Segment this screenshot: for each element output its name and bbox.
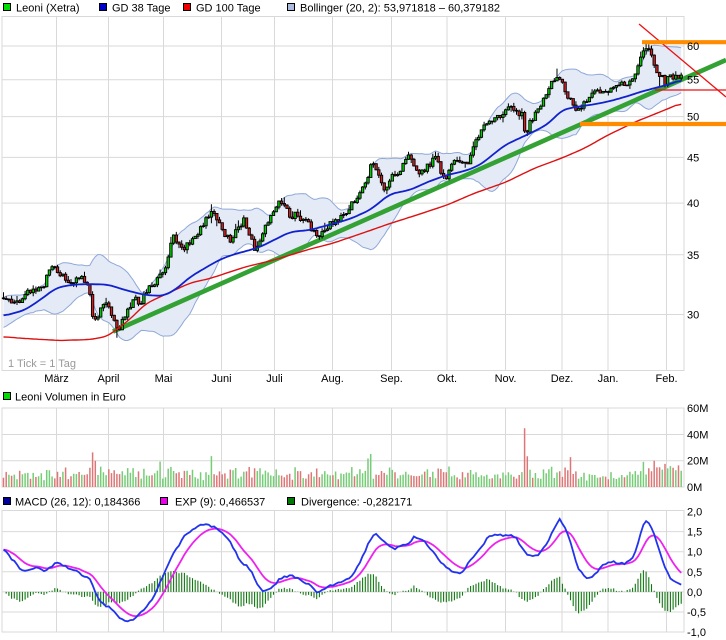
svg-text:40M: 40M: [687, 430, 708, 442]
svg-text:1,5: 1,5: [687, 527, 702, 539]
svg-text:-1,0: -1,0: [687, 627, 706, 639]
svg-text:1 Tick = 1 Tag: 1 Tick = 1 Tag: [8, 358, 76, 370]
svg-text:Juli: Juli: [266, 373, 283, 385]
svg-text:1,0: 1,0: [687, 547, 702, 559]
svg-text:April: April: [97, 373, 119, 385]
svg-text:MACD (26, 12): 0,184366: MACD (26, 12): 0,184366: [15, 497, 140, 509]
svg-text:Jan.: Jan.: [598, 373, 619, 385]
svg-text:0,0: 0,0: [687, 587, 702, 599]
svg-text:Okt.: Okt.: [437, 373, 457, 385]
svg-text:Feb.: Feb.: [655, 373, 677, 385]
svg-text:50: 50: [687, 112, 699, 124]
svg-text:30: 30: [687, 310, 699, 322]
svg-text:60: 60: [687, 41, 699, 53]
svg-text:Mai: Mai: [155, 373, 173, 385]
svg-text:2,0: 2,0: [687, 507, 702, 519]
svg-text:Bollinger (20, 2): 53,971818 –: Bollinger (20, 2): 53,971818 – 60,379182: [300, 3, 500, 15]
svg-text:0M: 0M: [687, 482, 702, 494]
svg-text:55: 55: [687, 75, 699, 87]
svg-text:Leoni Volumen in Euro: Leoni Volumen in Euro: [15, 392, 126, 404]
svg-text:35: 35: [687, 250, 699, 262]
svg-text:20M: 20M: [687, 456, 708, 468]
svg-text:Juni: Juni: [211, 373, 231, 385]
svg-text:Aug.: Aug.: [321, 373, 344, 385]
svg-text:-0,5: -0,5: [687, 607, 706, 619]
svg-text:60M: 60M: [687, 403, 708, 415]
svg-text:Dez.: Dez.: [551, 373, 574, 385]
svg-text:Divergence: -0,282171: Divergence: -0,282171: [301, 497, 412, 509]
svg-text:45: 45: [687, 152, 699, 164]
svg-text:0,5: 0,5: [687, 567, 702, 579]
svg-text:Nov.: Nov.: [495, 373, 517, 385]
svg-text:40: 40: [687, 198, 699, 210]
svg-text:Sep.: Sep.: [380, 373, 403, 385]
svg-text:GD 38 Tage: GD 38 Tage: [112, 3, 171, 15]
svg-text:Leoni (Xetra): Leoni (Xetra): [16, 3, 80, 15]
svg-text:GD 100 Tage: GD 100 Tage: [196, 3, 261, 15]
svg-text:EXP (9): 0,466537: EXP (9): 0,466537: [175, 497, 265, 509]
svg-text:März: März: [44, 373, 68, 385]
